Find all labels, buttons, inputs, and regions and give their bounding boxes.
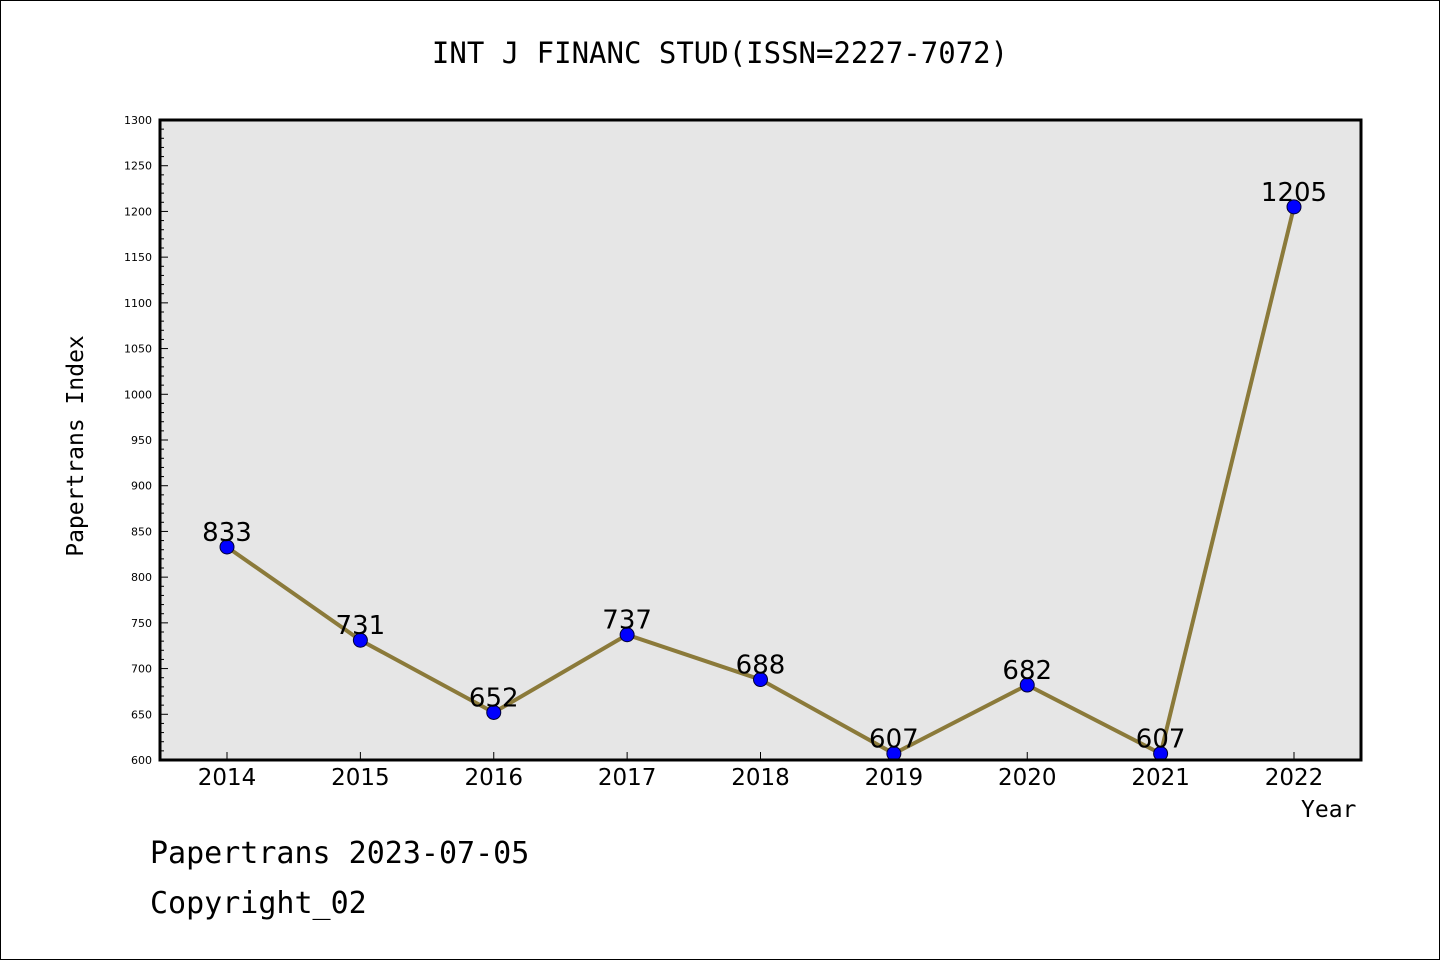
y-tick-label: 650 bbox=[131, 708, 152, 721]
data-points bbox=[219, 199, 1302, 762]
y-tick-label: 1250 bbox=[124, 160, 152, 173]
x-tick-label: 2020 bbox=[998, 765, 1057, 791]
y-tick-label: 600 bbox=[131, 754, 152, 767]
plot-area bbox=[160, 120, 1361, 760]
y-axis-label: Papertrans Index bbox=[63, 335, 89, 557]
x-tick-label: 2022 bbox=[1265, 765, 1324, 791]
data-point bbox=[486, 704, 502, 720]
data-label: 737 bbox=[602, 606, 652, 636]
data-label: 688 bbox=[736, 651, 786, 681]
x-axis: 2014 2015 2016 2017 2018 2019 2020 2021 2022 bbox=[198, 752, 1324, 791]
x-tick-label: 2019 bbox=[865, 765, 924, 791]
data-point bbox=[219, 539, 235, 555]
data-label: 607 bbox=[1136, 725, 1186, 755]
data-label: 1205 bbox=[1261, 178, 1327, 208]
y-tick-label: 700 bbox=[131, 663, 152, 676]
x-tick-label: 2021 bbox=[1131, 765, 1190, 791]
y-tick-label: 1200 bbox=[124, 205, 152, 218]
data-point bbox=[619, 627, 635, 643]
y-axis: 600 650 700 750 800 850 900 950 1000 1050 1100 1150… bbox=[124, 114, 168, 767]
y-tick-label: 850 bbox=[131, 525, 152, 538]
chart-title: INT J FINANC STUD(ISSN=2227-7072) bbox=[431, 36, 1009, 70]
data-label: 652 bbox=[469, 683, 519, 713]
data-point bbox=[1286, 199, 1302, 215]
plot-border bbox=[158, 118, 1363, 762]
data-label: 833 bbox=[202, 518, 252, 548]
x-tick-label: 2015 bbox=[331, 765, 390, 791]
data-label: 731 bbox=[336, 611, 386, 641]
y-tick-label: 800 bbox=[131, 571, 152, 584]
y-tick-label: 750 bbox=[131, 617, 152, 630]
data-point bbox=[1019, 677, 1035, 693]
x-tick-label: 2016 bbox=[464, 765, 523, 791]
footer-date: Papertrans 2023-07-05 bbox=[150, 836, 530, 871]
y-tick-label: 1050 bbox=[124, 343, 152, 356]
x-tick-label: 2017 bbox=[598, 765, 657, 791]
data-label: 682 bbox=[1002, 656, 1052, 686]
data-label: 607 bbox=[869, 725, 919, 755]
y-tick-label: 1000 bbox=[124, 388, 152, 401]
data-labels: 833 731 652 737 688 607 682 607 1205 bbox=[202, 178, 1327, 755]
y-tick-label: 950 bbox=[131, 434, 152, 447]
y-tick-label: 1100 bbox=[124, 297, 152, 310]
footer-copyright: Copyright_02 bbox=[150, 886, 367, 921]
y-tick-label: 1150 bbox=[124, 251, 152, 264]
data-point bbox=[352, 632, 368, 648]
data-point bbox=[753, 672, 768, 688]
x-tick-label: 2018 bbox=[731, 765, 790, 791]
x-tick-label: 2014 bbox=[198, 765, 257, 791]
x-axis-label: Year bbox=[1301, 797, 1357, 823]
y-tick-label: 1300 bbox=[124, 114, 152, 127]
y-tick-label: 900 bbox=[131, 480, 152, 493]
